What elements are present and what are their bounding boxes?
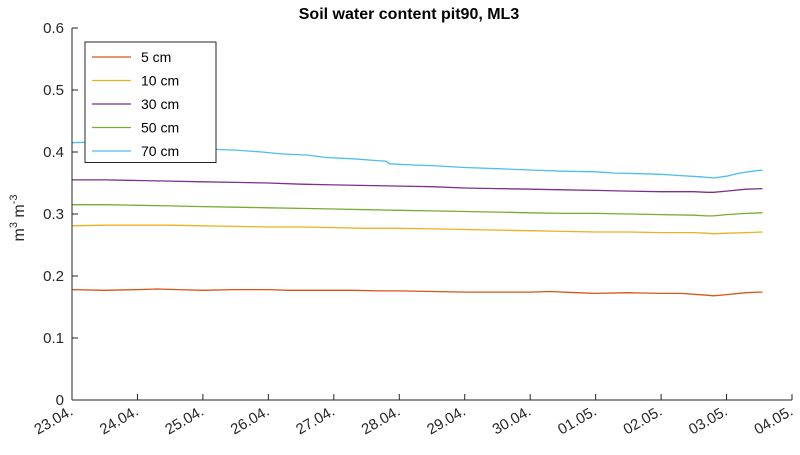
y-axis-label: m3 m-3 xyxy=(8,194,28,241)
y-tick-label: 0.1 xyxy=(43,330,64,347)
y-tick-label: 0.6 xyxy=(43,20,64,37)
y-tick-label: 0.2 xyxy=(43,268,64,285)
legend: 5 cm 10 cm 30 cm 50 cm 70 cm xyxy=(84,41,217,163)
y-tick-label: 0 xyxy=(56,392,64,409)
legend-label: 50 cm xyxy=(141,120,179,136)
legend-label: 10 cm xyxy=(141,73,179,89)
chart-title: Soil water content pit90, ML3 xyxy=(299,6,520,23)
series-line-0 xyxy=(71,288,763,297)
legend-box xyxy=(84,41,217,163)
legend-label: 70 cm xyxy=(141,143,179,159)
y-tick-label: 0.3 xyxy=(43,206,64,223)
series-line-2 xyxy=(72,179,763,193)
legend-label: 30 cm xyxy=(141,96,179,112)
y-axis-ticks: 0 0.1 0.2 0.3 0.4 0.5 0.6 xyxy=(43,20,78,409)
legend-label: 5 cm xyxy=(141,49,171,65)
series-line-1 xyxy=(71,224,763,235)
series-line-3 xyxy=(72,204,763,217)
y-tick-label: 0.4 xyxy=(43,144,64,161)
y-tick-label: 0.5 xyxy=(43,82,64,99)
